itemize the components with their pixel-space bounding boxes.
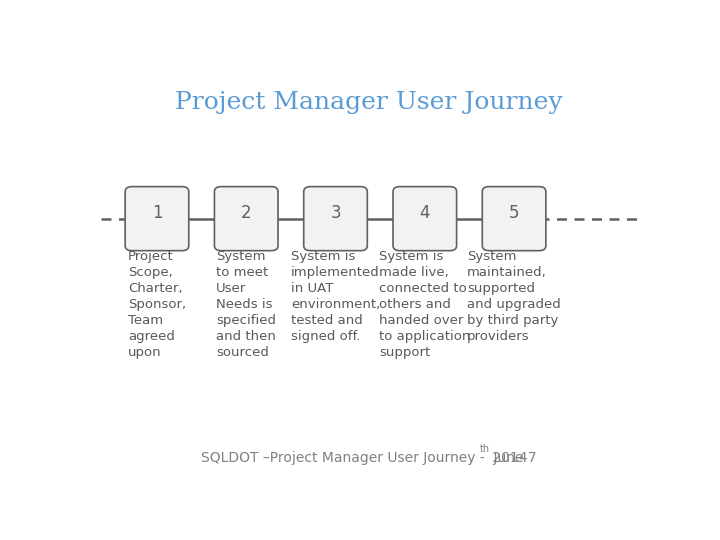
Text: System
to meet
User
Needs is
specified
and then
sourced: System to meet User Needs is specified a… [216, 250, 276, 359]
Text: SQLDOT –Project Manager User Journey -  June 7: SQLDOT –Project Manager User Journey - J… [201, 451, 537, 465]
Text: System is
made live,
connected to
others and
handed over
to application
support: System is made live, connected to others… [379, 250, 470, 359]
Text: System is
implemented
in UAT
environment,
tested and
signed off.: System is implemented in UAT environment… [291, 250, 380, 343]
Text: 4: 4 [420, 204, 430, 222]
FancyBboxPatch shape [482, 187, 546, 251]
Text: 2: 2 [241, 204, 251, 222]
FancyBboxPatch shape [215, 187, 278, 251]
FancyBboxPatch shape [304, 187, 367, 251]
Text: 5: 5 [509, 204, 519, 222]
FancyBboxPatch shape [125, 187, 189, 251]
Text: 3: 3 [330, 204, 341, 222]
Text: System
maintained,
supported
and upgraded
by third party
providers: System maintained, supported and upgrade… [467, 250, 561, 343]
Text: Project Manager User Journey: Project Manager User Journey [175, 91, 563, 114]
FancyBboxPatch shape [393, 187, 456, 251]
Text: 2014: 2014 [488, 451, 528, 465]
Text: th: th [480, 443, 490, 454]
Text: Project
Scope,
Charter,
Sponsor,
Team
agreed
upon: Project Scope, Charter, Sponsor, Team ag… [128, 250, 186, 359]
Text: 1: 1 [152, 204, 162, 222]
